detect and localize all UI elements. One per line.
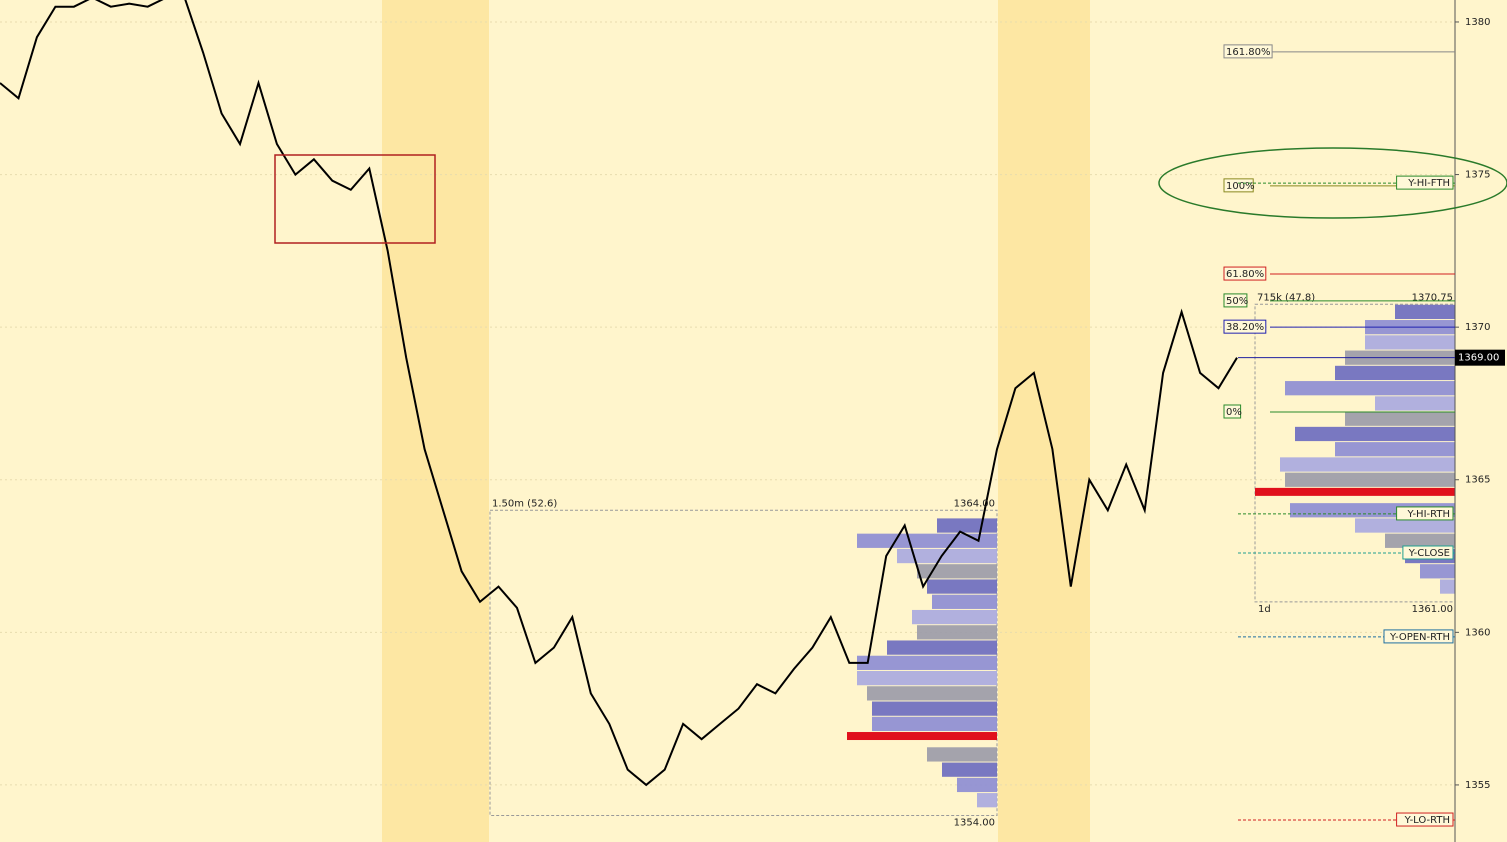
- fib-label: 61.80%: [1226, 269, 1264, 280]
- profile-bar: [1280, 457, 1455, 472]
- y-tick-label: 1380: [1465, 17, 1490, 28]
- profile-bar: [942, 762, 997, 777]
- fib-label-box: [1223, 293, 1248, 308]
- fib-label-box: [1223, 178, 1254, 193]
- fib-label: 100%: [1226, 181, 1255, 192]
- session-band: [382, 0, 489, 842]
- fib-label-box: [1223, 319, 1267, 334]
- key-level-box: [1396, 175, 1454, 190]
- profile-bar: [1355, 518, 1455, 533]
- profile-box: [1254, 303, 1456, 603]
- profile-bar: [867, 686, 997, 701]
- profile-bar: [872, 716, 997, 732]
- profile-bar: [957, 777, 997, 793]
- fib-label-box: [1223, 44, 1273, 59]
- profile-low-label: 1361.00: [1412, 604, 1453, 615]
- profile-bar: [1295, 426, 1455, 442]
- profile-bar: [857, 533, 997, 548]
- session-band: [998, 0, 1090, 842]
- key-level-label: Y-HI-FTH: [1407, 178, 1450, 189]
- profile-low-label: 1354.00: [954, 817, 995, 828]
- fib-label: 161.80%: [1226, 47, 1271, 58]
- profile-box: [489, 509, 998, 816]
- y-tick-label: 1375: [1465, 170, 1490, 181]
- profile-bar: [1375, 396, 1455, 411]
- profile-bar: [1285, 381, 1455, 396]
- profile-bar: [872, 701, 997, 716]
- highlight-ellipse: [1158, 147, 1507, 219]
- profile-bar: [1385, 533, 1455, 548]
- key-level-label: Y-HI-RTH: [1407, 509, 1450, 520]
- profile-high-label: 1364.00: [954, 498, 995, 509]
- key-level-label: Y-OPEN-RTH: [1389, 632, 1450, 643]
- profile-bar: [1440, 579, 1455, 594]
- grid: [0, 21, 1456, 816]
- profile-bar: [1420, 564, 1455, 579]
- plot: [0, 0, 1455, 808]
- profile-bar: [887, 640, 997, 655]
- y-tick-label: 1360: [1465, 627, 1490, 638]
- y-tick-label: 1365: [1465, 475, 1490, 486]
- poc-bar: [1255, 487, 1455, 496]
- profile-bar: [927, 747, 997, 762]
- profile-label: 715k (47.8): [1257, 292, 1315, 303]
- profile-bar: [857, 655, 997, 670]
- profile-bar: [897, 548, 997, 564]
- y-tick-label: 1370: [1465, 322, 1490, 333]
- fib-label: 0%: [1226, 407, 1242, 418]
- price-line: [0, 0, 1238, 787]
- last-price-box: [1455, 349, 1505, 366]
- profile-bar: [937, 518, 997, 533]
- profile-bar: [932, 594, 997, 609]
- highlight-box: [274, 154, 436, 244]
- key-level-box: [1396, 506, 1454, 521]
- last-price-label: 1369.00: [1458, 353, 1499, 364]
- profile-bar: [1365, 335, 1455, 350]
- profile-label: 1.50m (52.6): [492, 498, 557, 509]
- y-tick-label: 1355: [1465, 780, 1490, 791]
- profile-bar: [1345, 411, 1455, 426]
- fib-label-box: [1223, 404, 1242, 419]
- profile-bar: [1285, 472, 1455, 487]
- profile-bar: [917, 625, 997, 640]
- profile-high-label: 1370.75: [1412, 292, 1453, 303]
- fib-label-box: [1223, 266, 1267, 281]
- key-level-box: [1383, 629, 1454, 644]
- key-level-box: [1402, 545, 1454, 560]
- profile-period: 1d: [1258, 604, 1271, 615]
- poc-bar: [847, 732, 997, 741]
- profile-bar: [1335, 442, 1455, 457]
- key-level-label: Y-CLOSE: [1408, 548, 1450, 559]
- profile-bar: [1335, 365, 1455, 381]
- key-level-label: Y-LO-RTH: [1404, 815, 1450, 826]
- fib-label: 50%: [1226, 296, 1248, 307]
- profile-bar: [977, 793, 997, 808]
- fib-label: 38.20%: [1226, 322, 1264, 333]
- profile-bar: [1395, 304, 1455, 320]
- profile-bar: [917, 564, 997, 579]
- key-level-box: [1396, 812, 1454, 827]
- profile-bar: [857, 670, 997, 686]
- profile-bar: [912, 609, 997, 625]
- profile-bar: [927, 579, 997, 594]
